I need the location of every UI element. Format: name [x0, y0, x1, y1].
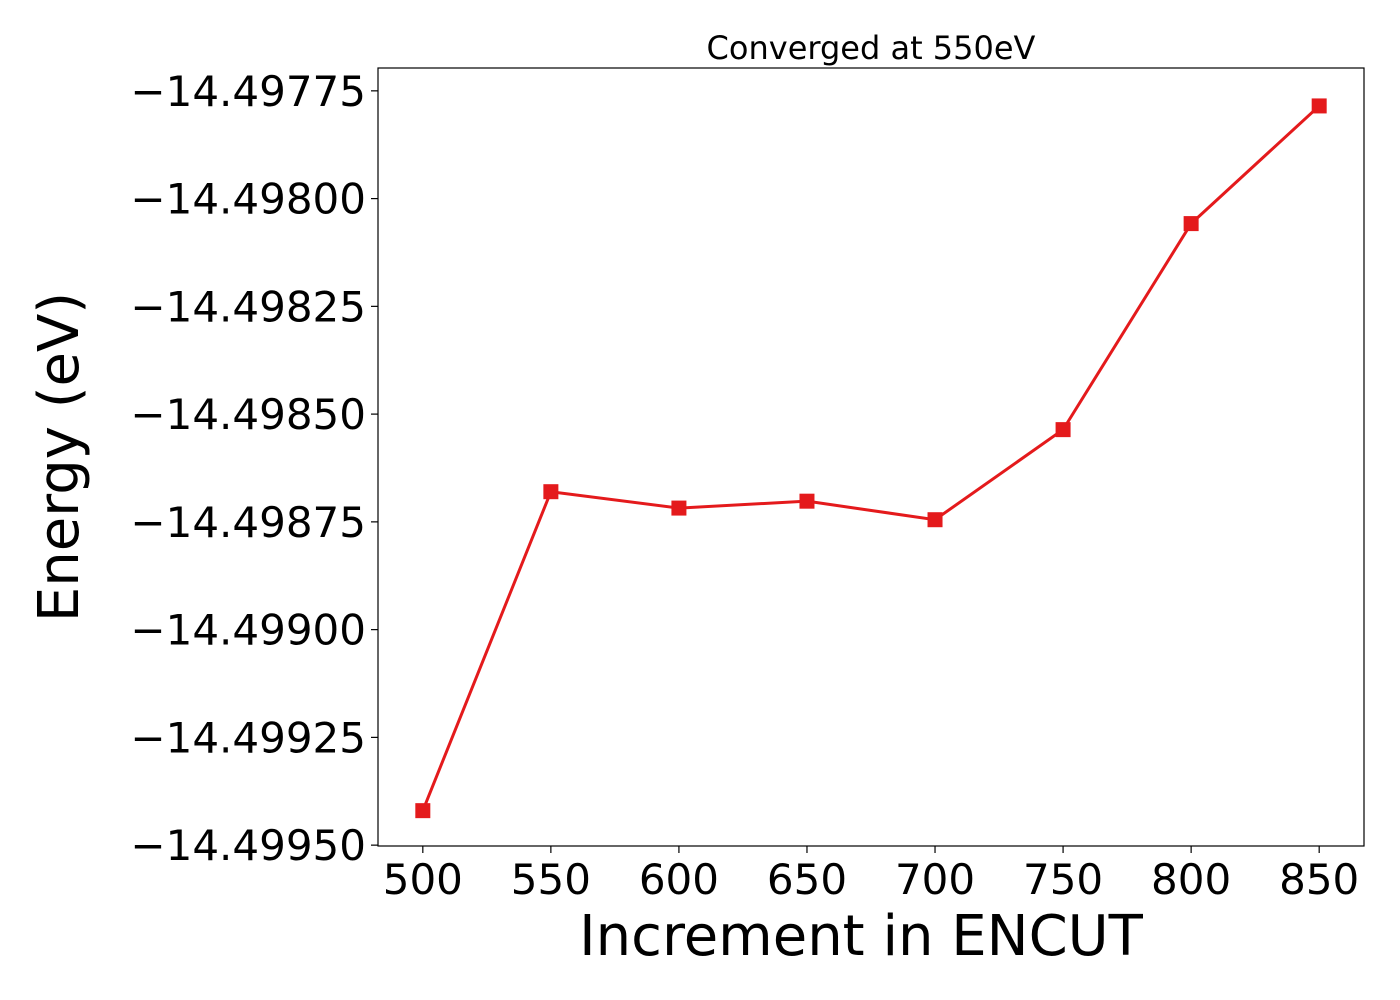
y-tick-label: −14.49850 — [130, 390, 366, 439]
x-tick-label: 650 — [767, 855, 847, 904]
x-axis: 500 550 600 650 700 750 800 850 — [383, 846, 1359, 904]
y-tick-label: −14.49800 — [130, 175, 366, 224]
data-point-marker — [415, 803, 431, 819]
data-point-marker — [543, 484, 559, 500]
y-tick-label: −14.49775 — [130, 67, 366, 116]
data-point-marker — [1183, 216, 1199, 232]
y-tick-label: −14.49950 — [130, 821, 366, 870]
y-tick-label: −14.49925 — [130, 713, 366, 762]
x-tick-label: 500 — [383, 855, 463, 904]
y-tick-label: −14.49825 — [130, 282, 366, 331]
data-point-marker — [1055, 422, 1071, 438]
x-tick-label: 750 — [1023, 855, 1103, 904]
data-point-marker — [1311, 98, 1327, 114]
y-axis-label: Energy (eV) — [27, 292, 92, 622]
x-tick-label: 600 — [639, 855, 719, 904]
y-tick-label: −14.49875 — [130, 498, 366, 547]
x-tick-label: 550 — [511, 855, 591, 904]
plot-area-frame — [377, 67, 1365, 847]
x-tick-label: 800 — [1151, 855, 1231, 904]
series-markers — [415, 98, 1327, 819]
x-axis-label: Increment in ENCUT — [579, 904, 1144, 969]
data-point-marker — [927, 512, 943, 528]
y-axis: −14.49775 −14.49800 −14.49825 −14.49850 −14.… — [130, 67, 378, 870]
chart-title: Converged at 550eV — [707, 29, 1036, 67]
y-tick-label: −14.49900 — [130, 606, 366, 655]
data-point-marker — [799, 493, 815, 509]
x-tick-label: 700 — [895, 855, 975, 904]
x-tick-label: 850 — [1279, 855, 1359, 904]
data-point-marker — [671, 500, 687, 516]
series-line — [421, 104, 1321, 812]
